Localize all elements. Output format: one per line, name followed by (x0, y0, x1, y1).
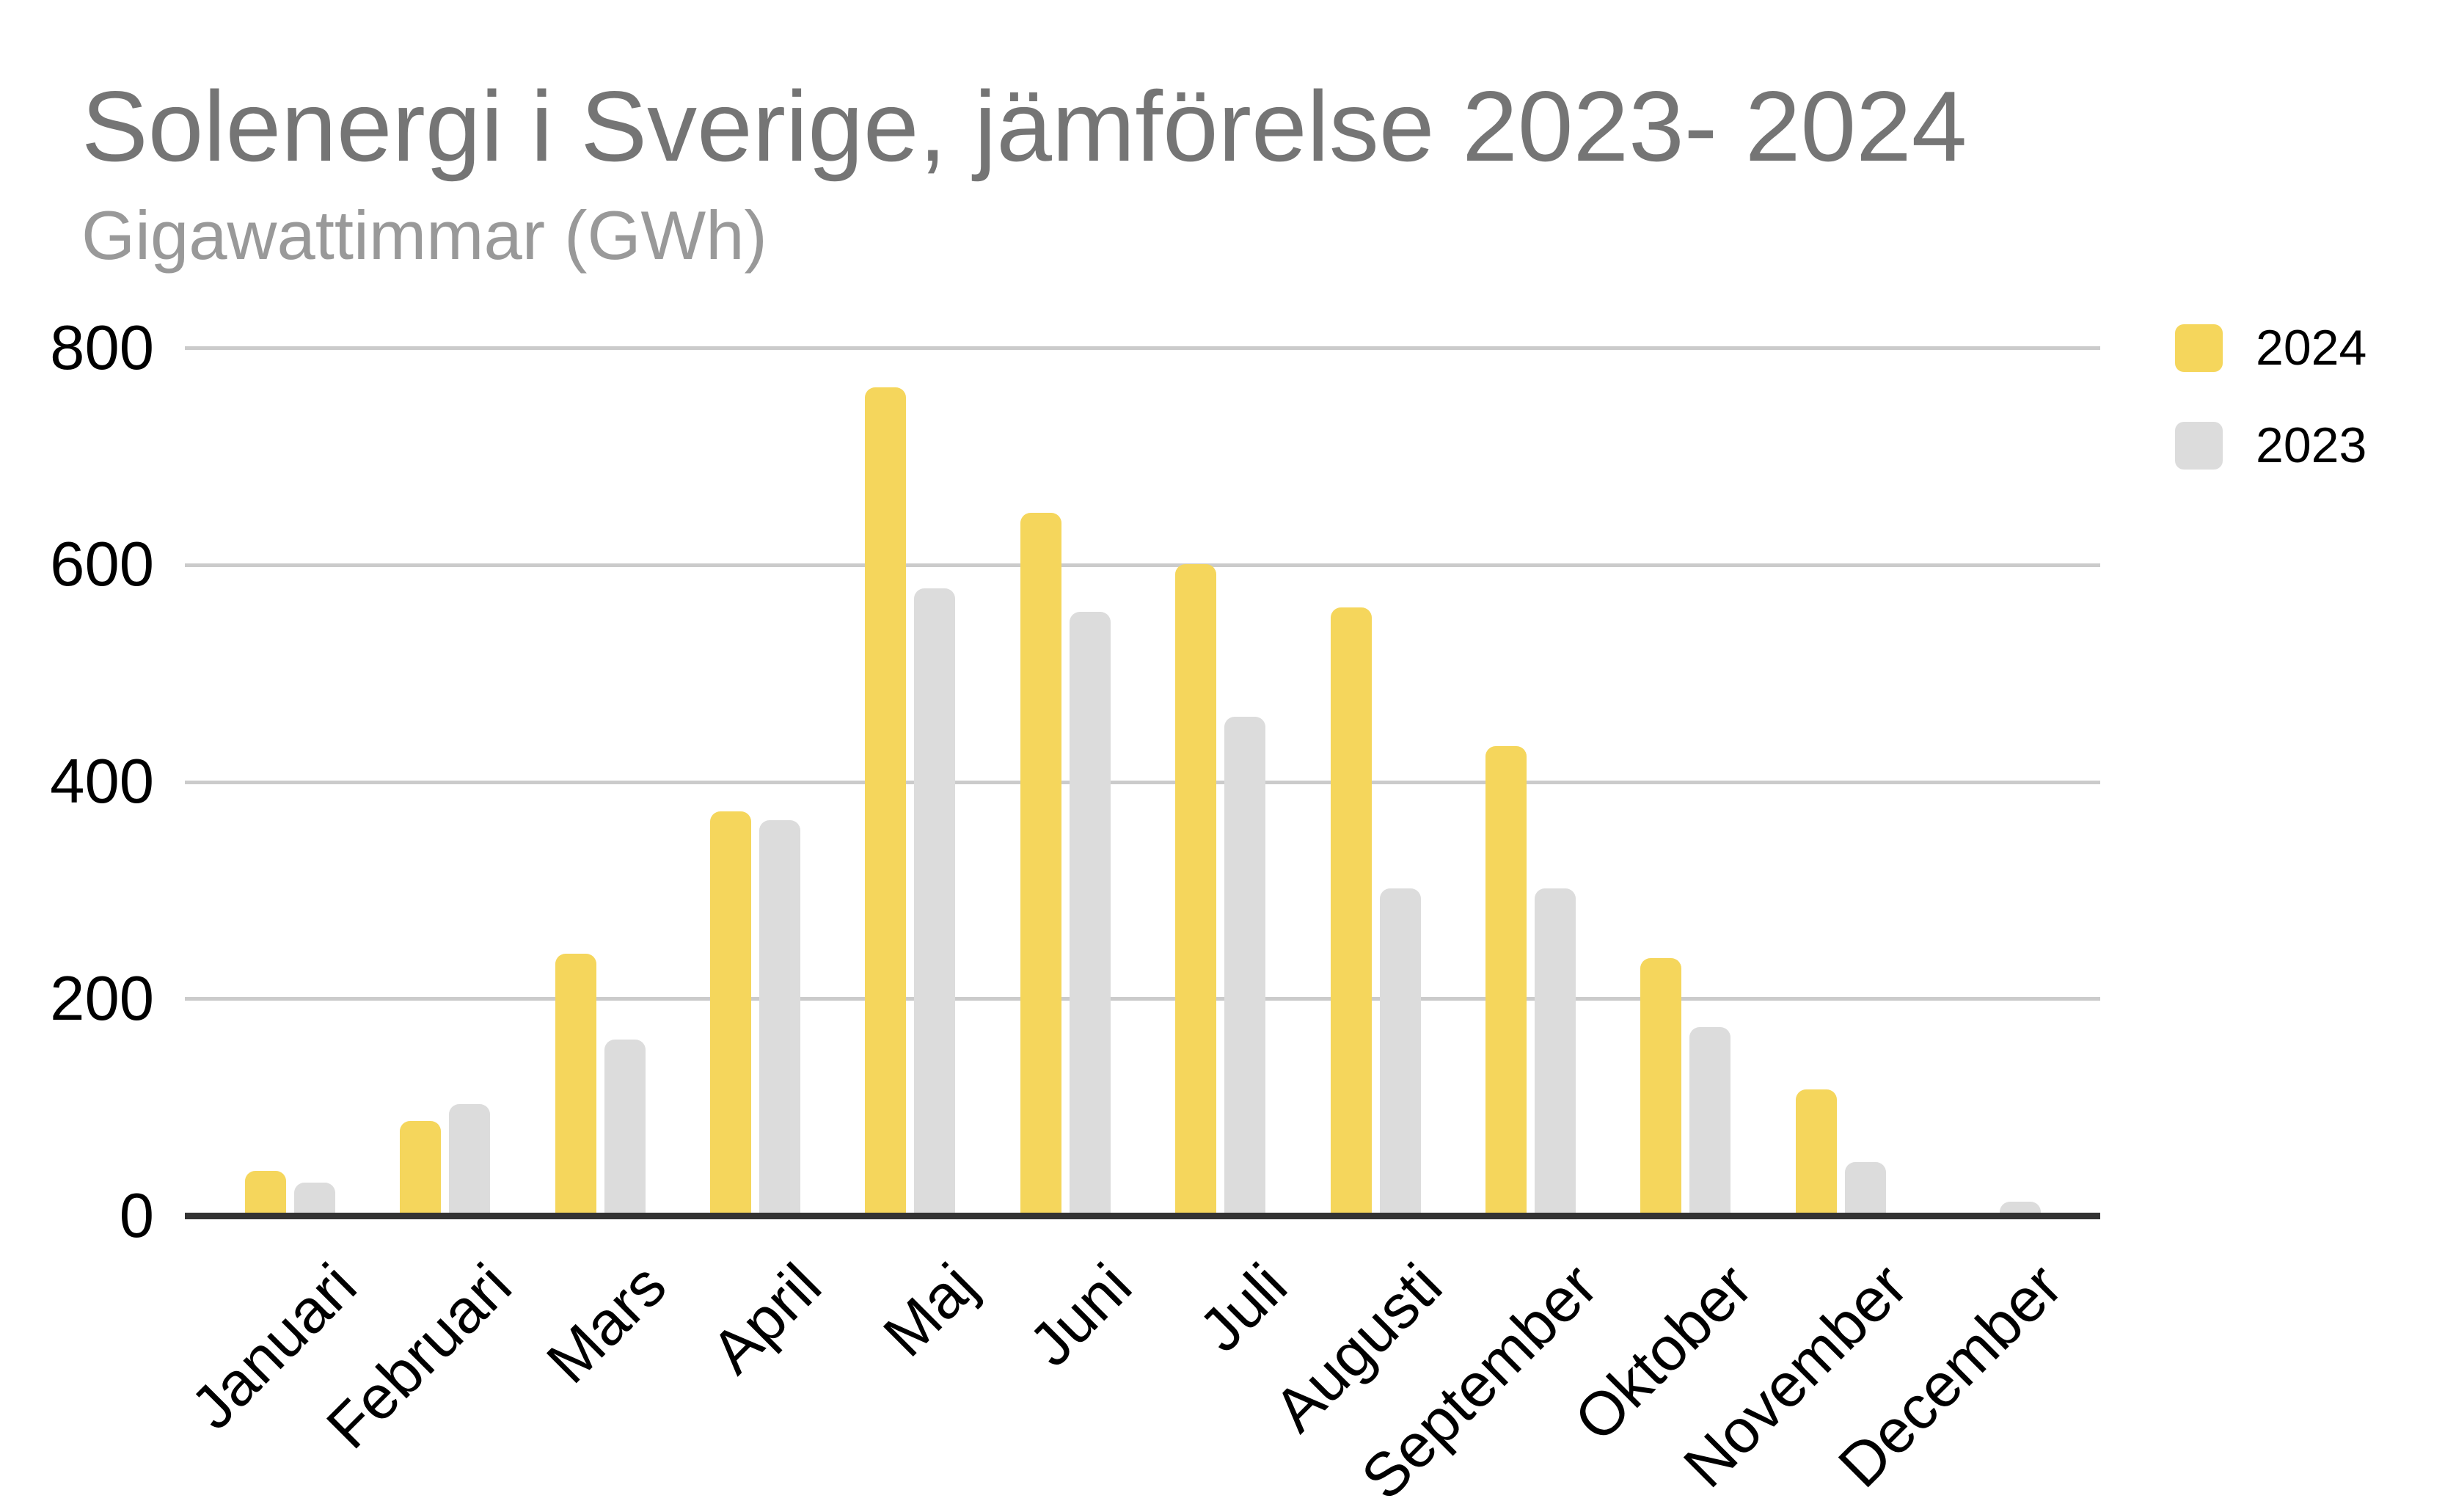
legend-item-2023: 2023 (2175, 417, 2445, 473)
bar-2024-november (1795, 1089, 1837, 1216)
bar-2023-februari (449, 1104, 491, 1216)
bar-2023-maj (914, 588, 956, 1216)
bar-2024-mars (555, 953, 596, 1216)
bar-2023-augusti (1379, 888, 1421, 1216)
legend-swatch-2023 (2175, 422, 2223, 470)
y-axis-tick-0: 0 (119, 1180, 154, 1251)
bar-2024-juli (1175, 563, 1217, 1216)
legend-label-2023: 2023 (2256, 417, 2367, 473)
legend-label-2024: 2024 (2256, 320, 2367, 376)
chart-title: Solenergi i Sverige, jämförelse 2023- 20… (81, 70, 1967, 182)
bar-2024-februari (400, 1120, 442, 1216)
y-axis-tick-800: 800 (50, 313, 154, 383)
x-axis-line (185, 1213, 2100, 1220)
bar-2023-juni (1069, 612, 1111, 1216)
bar-2023-juli (1224, 717, 1266, 1216)
x-axis-label-april: April (698, 1250, 835, 1387)
y-axis-tick-200: 200 (50, 963, 154, 1034)
bar-2024-september (1485, 746, 1527, 1216)
gridline-600 (185, 563, 2100, 567)
bar-2023-december (2000, 1202, 2042, 1216)
bar-2023-november (1844, 1161, 1886, 1216)
gridline-800 (185, 346, 2100, 351)
x-axis-label-maj: Maj (870, 1250, 990, 1370)
bar-2024-oktober (1640, 957, 1682, 1216)
gridline-200 (185, 997, 2100, 1001)
bar-2023-april (759, 819, 800, 1216)
x-axis-label-juli: Juli (1185, 1250, 1300, 1365)
y-axis-tick-600: 600 (50, 530, 154, 600)
y-axis-tick-400: 400 (50, 747, 154, 817)
bar-2024-april (709, 811, 751, 1216)
x-axis-label-mars: Mars (533, 1250, 679, 1396)
bar-2024-maj (865, 387, 907, 1216)
legend: 2024 2023 (2175, 320, 2445, 519)
chart-subtitle: Gigawattimmar (GWh) (81, 197, 767, 274)
bar-2024-augusti (1330, 607, 1372, 1216)
bar-2024-juni (1020, 513, 1061, 1216)
gridline-400 (185, 780, 2100, 784)
bar-2023-mars (604, 1039, 646, 1216)
legend-swatch-2024 (2175, 324, 2223, 372)
bar-2023-oktober (1689, 1027, 1731, 1216)
bar-2023-september (1534, 888, 1576, 1216)
legend-item-2024: 2024 (2175, 320, 2445, 376)
x-axis-label-juni: Juni (1015, 1250, 1145, 1379)
bar-2024-januari (244, 1170, 286, 1216)
bar-2023-januari (293, 1182, 335, 1216)
